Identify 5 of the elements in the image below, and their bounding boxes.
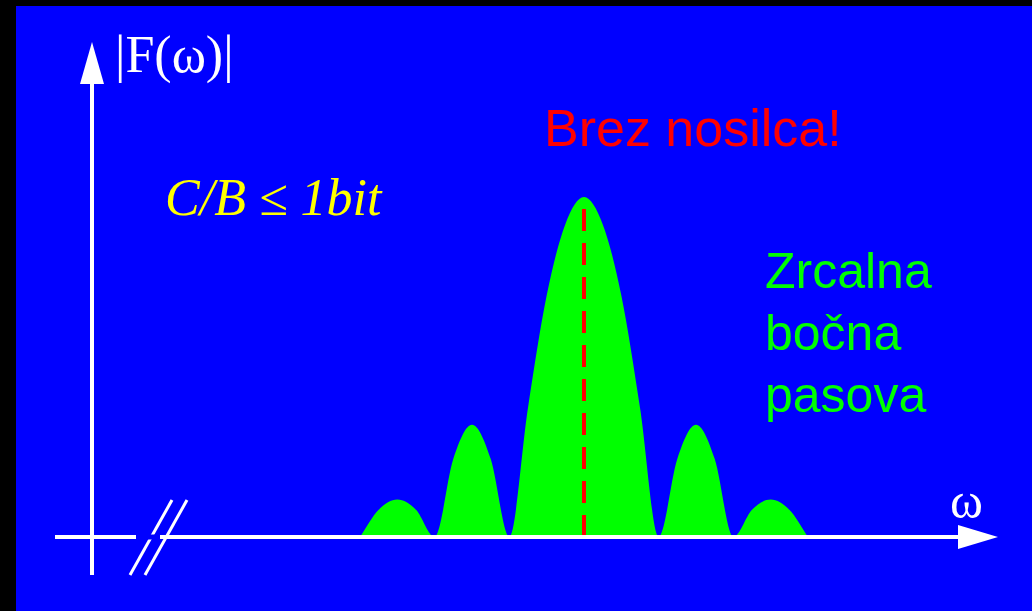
y-axis-title: |F(ω)| bbox=[115, 25, 234, 84]
text: Brez nosilca! bbox=[544, 98, 842, 158]
x-axis-title: ω bbox=[950, 472, 983, 530]
annotation: C/B ≤ 1bit bbox=[165, 168, 382, 227]
annotation: Zrcalna bočna pasova bbox=[765, 242, 933, 425]
